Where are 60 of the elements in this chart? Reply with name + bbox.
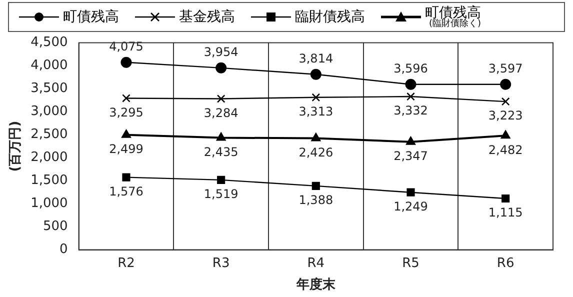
point [120, 56, 132, 68]
y-tick-label: 2,000 [30, 150, 68, 166]
y-tick-label: 3,500 [30, 81, 68, 96]
point [406, 136, 416, 145]
data-label: 3,223 [488, 108, 523, 123]
data-label: 3,313 [298, 104, 334, 119]
legend-label: 町債残高 [63, 8, 119, 26]
data-label: 1,249 [394, 199, 428, 214]
data-label: 3,332 [394, 104, 428, 118]
x-tick-label: R6 [496, 256, 514, 271]
data-label: 1,519 [204, 187, 238, 202]
point [216, 132, 226, 141]
y-tick-label: 2,500 [30, 127, 68, 142]
y-tick-label: 500 [42, 219, 68, 234]
data-label: 2,435 [204, 144, 238, 159]
data-label: 3,954 [204, 45, 238, 60]
x-axis-title: 年度末 [295, 276, 336, 293]
point [121, 129, 132, 138]
point [502, 194, 510, 203]
data-label: 2,347 [394, 148, 428, 163]
x-tick-label: R3 [212, 256, 230, 271]
point [122, 173, 130, 182]
y-tick-label: 4,500 [30, 35, 68, 50]
point [500, 78, 512, 90]
x-tick-label: R4 [307, 256, 325, 271]
x-tick-label: R5 [402, 256, 420, 271]
legend-label: 基金残高 [179, 8, 235, 26]
data-label: 1,115 [488, 206, 523, 220]
data-label: 3,814 [298, 51, 334, 66]
y-tick-label: 1,500 [30, 173, 68, 188]
y-tick-label: 4,000 [30, 58, 68, 74]
data-label: 2,426 [298, 145, 334, 160]
point [216, 94, 226, 103]
point [311, 132, 321, 142]
point [405, 78, 416, 90]
point [501, 97, 510, 106]
legend-label: 臨財債残高 [295, 8, 365, 26]
point [406, 92, 415, 101]
data-label: 1,576 [109, 184, 144, 198]
point [310, 68, 322, 80]
y-tick-label: 3,000 [30, 104, 68, 120]
data-label: 3,295 [109, 105, 144, 120]
legend-label: 町債残高(臨財債除く) [425, 4, 481, 28]
data-label: 1,388 [298, 193, 334, 208]
x-tick-label: R2 [118, 256, 135, 271]
y-tick-label: 0 [60, 242, 68, 258]
y-tick-label: 1,000 [30, 196, 68, 212]
point [312, 182, 320, 190]
data-label: 2,499 [109, 142, 144, 156]
point [500, 130, 510, 139]
y-axis-title: (百万円) [8, 120, 24, 172]
point [216, 62, 227, 74]
point [122, 94, 130, 102]
point [217, 176, 226, 184]
data-label: 3,596 [394, 62, 428, 76]
data-label: 3,284 [204, 106, 238, 120]
data-label: 2,482 [488, 142, 523, 157]
point [406, 188, 415, 196]
point [312, 93, 320, 102]
data-label: 3,597 [488, 61, 523, 76]
